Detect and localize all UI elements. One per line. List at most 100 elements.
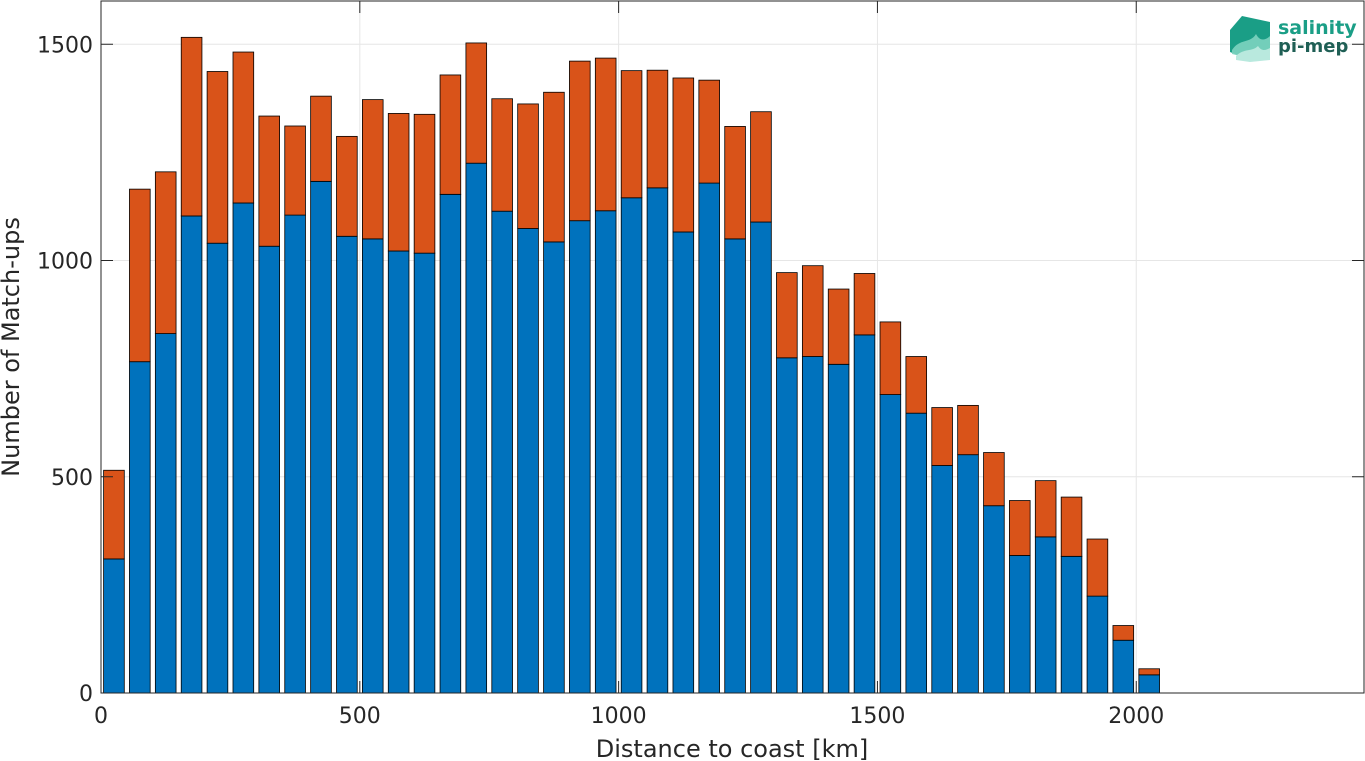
bar-series-2 bbox=[103, 469, 125, 560]
x-tick-label: 500 bbox=[339, 704, 381, 729]
y-tick-label: 500 bbox=[51, 466, 93, 491]
bar-series-2 bbox=[1009, 500, 1031, 556]
bar-series-1 bbox=[413, 252, 436, 694]
axis-ticks bbox=[100, 1, 1364, 694]
bar-series-1 bbox=[103, 558, 125, 694]
bar-series-2 bbox=[983, 452, 1005, 507]
bar-series-2 bbox=[801, 265, 824, 357]
x-tick-label: 1500 bbox=[849, 704, 905, 729]
bar-series-2 bbox=[776, 272, 798, 359]
bar-series-2 bbox=[724, 126, 746, 240]
bar-series-1 bbox=[931, 465, 953, 694]
bar-series-1 bbox=[439, 193, 462, 694]
x-tick-label: 0 bbox=[94, 704, 108, 729]
bar-series-2 bbox=[594, 57, 617, 212]
y-tick-label: 0 bbox=[79, 682, 93, 707]
bar-series-1 bbox=[646, 187, 669, 694]
bar-series-2 bbox=[413, 113, 436, 254]
bar-series-2 bbox=[931, 407, 953, 466]
bar-series-2 bbox=[905, 356, 928, 414]
bar-series-2 bbox=[646, 69, 669, 189]
bar-series-1 bbox=[698, 182, 720, 694]
x-tick-label: 2000 bbox=[1108, 704, 1164, 729]
bar-series-1 bbox=[853, 334, 876, 694]
bar-series-2 bbox=[439, 74, 462, 195]
salinity-pi-mep-logo: salinity pi-mep bbox=[1230, 16, 1357, 62]
bar-series-2 bbox=[258, 115, 280, 247]
bar-series-1 bbox=[154, 333, 177, 694]
bar-series-2 bbox=[1086, 538, 1109, 597]
bar-series-2 bbox=[827, 288, 850, 365]
bar-series-2 bbox=[1138, 668, 1160, 676]
bar-series-2 bbox=[310, 95, 332, 182]
bar-series-1 bbox=[129, 361, 151, 694]
bar-series-1 bbox=[258, 245, 280, 694]
bar-series-2 bbox=[1112, 625, 1135, 641]
bar-series-1 bbox=[1060, 555, 1083, 694]
bar-series-1 bbox=[206, 242, 229, 694]
bar-series-2 bbox=[491, 98, 513, 212]
y-axis-title: Number of Match-ups bbox=[0, 217, 25, 477]
y-tick-label: 1500 bbox=[37, 33, 93, 58]
bar-series-1 bbox=[1112, 639, 1135, 694]
bar-series-1 bbox=[465, 162, 488, 694]
bar-series-1 bbox=[361, 238, 384, 694]
bar-series-1 bbox=[957, 454, 979, 694]
bar-series-2 bbox=[1060, 496, 1083, 557]
bar-series-2 bbox=[129, 188, 151, 363]
bar-series-1 bbox=[620, 197, 643, 694]
bar-series-1 bbox=[232, 202, 255, 694]
bar-series-2 bbox=[620, 70, 643, 199]
bar-series-1 bbox=[750, 221, 772, 694]
bar-series-1 bbox=[724, 238, 746, 694]
tick-labels: 0 500 1000 1500 2000 0 500 1000 1500 bbox=[37, 33, 1164, 729]
plot-frame bbox=[100, 0, 1365, 694]
x-tick-label: 1000 bbox=[591, 704, 647, 729]
bar-series-1 bbox=[801, 356, 824, 694]
bar-series-1 bbox=[879, 394, 902, 694]
bar-series-1 bbox=[827, 363, 850, 694]
bar-series-2 bbox=[750, 111, 772, 223]
y-tick-label: 1000 bbox=[37, 250, 93, 275]
bar-series-1 bbox=[387, 250, 410, 694]
bar-series-2 bbox=[154, 171, 177, 334]
logo-text-pi-mep: pi-mep bbox=[1278, 36, 1348, 57]
bar-series-2 bbox=[569, 60, 591, 222]
bar-series-1 bbox=[1034, 536, 1057, 694]
wave-icon bbox=[1230, 16, 1270, 62]
bar-series-1 bbox=[594, 210, 617, 694]
bar-series-1 bbox=[1086, 595, 1109, 694]
bar-series-2 bbox=[361, 99, 384, 240]
bar-series-1 bbox=[983, 505, 1005, 694]
bar-series-1 bbox=[180, 215, 203, 694]
bar-series-1 bbox=[776, 357, 798, 694]
bar-series-2 bbox=[387, 113, 410, 252]
bar-series-2 bbox=[957, 404, 979, 456]
bar-series-2 bbox=[543, 91, 565, 243]
bar-series-2 bbox=[180, 36, 203, 217]
bar-series-1 bbox=[905, 412, 928, 694]
bar-series-2 bbox=[698, 79, 720, 184]
bar-series-2 bbox=[853, 273, 876, 336]
bar-series-2 bbox=[1034, 480, 1057, 538]
bars bbox=[103, 36, 1160, 694]
bar-series-2 bbox=[206, 71, 229, 244]
bar-series-1 bbox=[284, 214, 306, 694]
bar-series-1 bbox=[491, 210, 513, 694]
bar-series-2 bbox=[232, 51, 255, 204]
logo-text-salinity: salinity bbox=[1278, 17, 1357, 39]
bar-series-2 bbox=[336, 135, 358, 237]
bar-series-1 bbox=[543, 241, 565, 694]
bar-series-2 bbox=[284, 125, 306, 216]
bar-series-1 bbox=[672, 231, 695, 694]
bar-series-1 bbox=[517, 228, 539, 694]
bar-series-1 bbox=[569, 220, 591, 694]
bar-series-2 bbox=[465, 42, 488, 164]
bar-series-1 bbox=[310, 180, 332, 694]
x-axis-title: Distance to coast [km] bbox=[596, 735, 868, 761]
bar-series-1 bbox=[336, 235, 358, 694]
bar-series-1 bbox=[1138, 674, 1160, 694]
bar-series-2 bbox=[672, 77, 695, 233]
bar-series-2 bbox=[517, 103, 539, 229]
